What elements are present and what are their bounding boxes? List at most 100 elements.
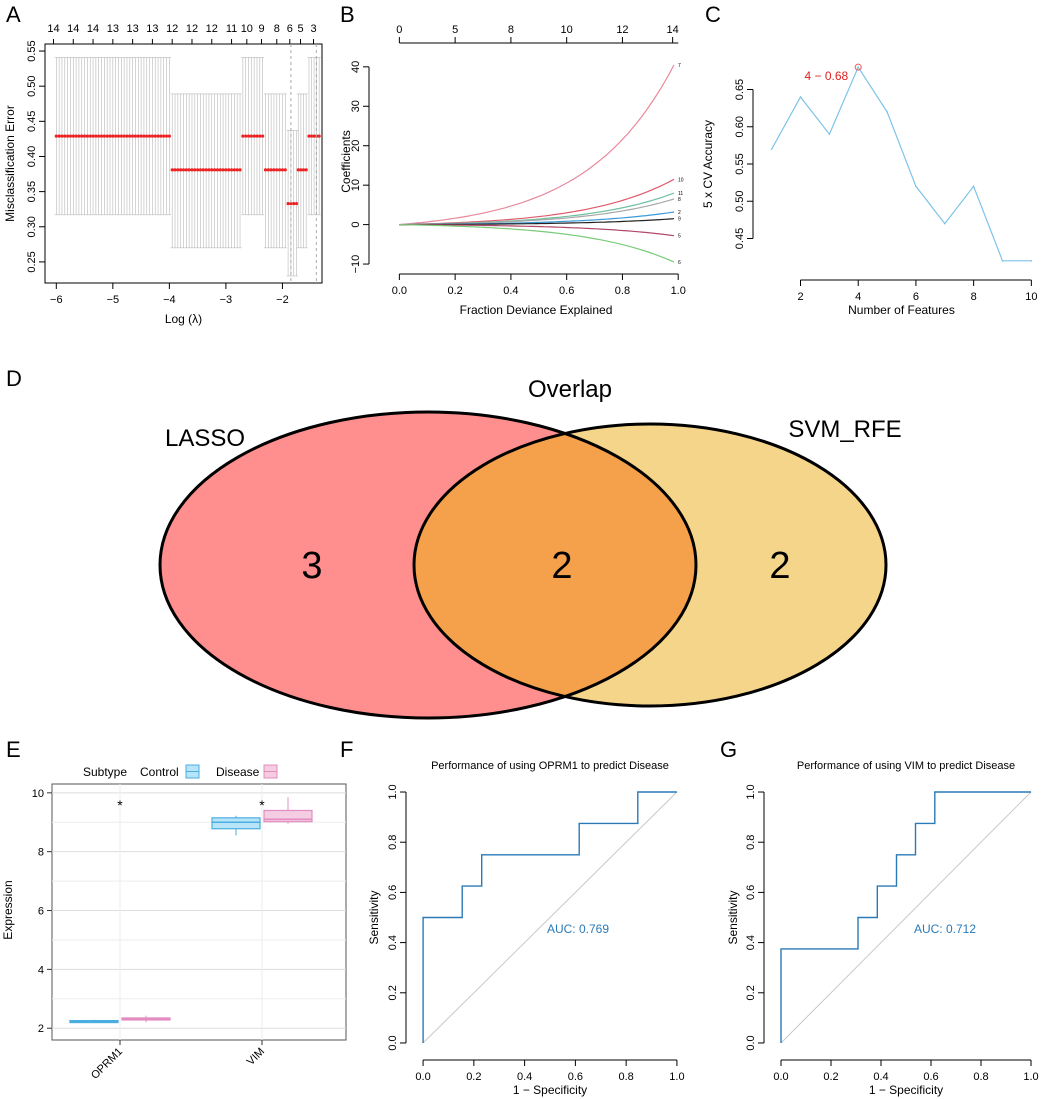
panel-label-a: A [6,2,21,27]
x-tick-label: −2 [276,294,289,306]
cv-error-point [156,134,160,138]
cv-error-point [304,168,308,172]
cv-error-point [184,168,188,172]
y-tick-label: 8 [38,847,44,859]
path-end-label: 9 [678,217,681,223]
path-end-label: 5 [678,234,681,240]
accuracy-point [1001,260,1004,262]
cv-error-point [63,134,67,138]
cv-error-point [198,168,203,172]
cv-error-point [71,134,75,138]
x-tick-label: 1.0 [1023,1071,1038,1083]
cv-error-point [133,134,138,138]
x-tick-label: −6 [50,294,63,306]
cv-error-point [60,134,64,138]
cv-error-point [235,168,239,172]
cv-error-point [301,168,306,172]
cv-error-point [215,168,220,172]
y-tick-label: 0.4 [387,935,399,950]
cv-error-point [299,168,303,172]
y-tick-label: −10 [350,255,362,274]
x-tick-label: 0.8 [973,1071,988,1083]
x-tick-label: VIM [245,1046,267,1068]
x-axis-label: Number of Features [848,303,955,317]
roc-diagonal [422,791,678,1044]
cv-error-point [122,134,126,138]
top-axis-label: 8 [274,23,280,35]
top-axis-label: 14 [67,23,79,35]
x-tick-label: −4 [163,294,176,306]
coefficient-path [399,224,675,263]
cv-error-point [88,134,92,138]
cv-error-point [136,134,140,138]
cv-error-point [54,134,58,138]
cv-error-point [142,134,146,138]
y-axis-label: Expression [1,880,15,939]
legend-label: Disease [216,765,260,779]
cv-error-point [105,134,109,138]
cv-error-point [252,134,256,138]
y-tick-label: 0.65 [734,79,746,100]
cv-error-point [159,134,163,138]
cv-error-point [280,168,285,172]
legend-label: Control [140,765,179,779]
coefficient-path [399,211,675,226]
x-tick-label: 0.0 [773,1071,788,1083]
legend-title: Subtype [83,765,127,779]
x-tick-label: 0.4 [503,285,518,297]
roc-curve [422,791,677,1043]
cv-error-point [91,134,95,138]
top-axis-label: 14 [47,23,59,35]
cv-error-point [227,168,231,172]
x-tick-label: 4 [855,291,861,303]
accuracy-point [1030,260,1033,262]
y-tick-label: 0.4 [745,935,757,950]
cv-error-point [266,168,270,172]
y-tick-label: 0.8 [387,835,399,850]
cv-error-point [263,168,268,172]
top-axis-label: 8 [508,24,514,36]
cv-error-point [66,134,70,138]
accuracy-point [943,222,946,225]
accuracy-point [972,185,975,188]
venn-label-lasso: LASSO [165,425,245,452]
venn-outline-svm-rfe [412,422,888,708]
x-tick-label: 8 [971,291,977,303]
top-axis-label: 10 [561,24,573,36]
cv-error-point [125,134,129,138]
y-tick-label: 1.0 [387,784,399,799]
y-tick-label: 40 [350,61,362,73]
y-tick-label: 0.55 [734,153,746,174]
cv-error-point [221,168,225,172]
box-iqr [263,809,313,823]
y-tick-label: 0.50 [734,191,746,212]
top-axis-label: 14 [667,24,679,36]
top-axis-label: 9 [258,23,264,35]
cv-error-point [97,134,101,138]
top-axis-label: 5 [297,23,303,35]
y-tick-label: 0.0 [387,1035,399,1050]
y-tick-label: 6 [38,906,44,918]
path-end-label: 8 [678,197,681,203]
x-axis-label: 1 − Specificity [869,1083,943,1097]
cv-error-point [187,168,191,172]
x-axis-label: Log (λ) [165,312,202,326]
y-axis-label: Sensitivity [726,890,740,944]
cv-error-point [196,168,200,172]
top-axis-label: 12 [206,23,218,35]
cv-error-point [181,168,186,172]
y-tick-label: 0.55 [26,40,38,61]
x-tick-label: 0.4 [517,1071,532,1083]
coefficient-path [399,224,675,237]
venn-overlap [414,424,696,706]
cv-error-point [292,201,296,206]
x-tick-label: 0.2 [447,285,462,297]
cv-error-point [190,168,194,172]
y-tick-label: 0 [350,222,362,228]
cv-error-point [272,168,276,172]
cv-error-point [57,134,61,138]
y-axis-label: Sensitivity [367,890,381,944]
top-axis-label: 12 [186,23,198,35]
path-end-label: 2 [678,210,681,216]
x-tick-label: 0.8 [615,285,630,297]
